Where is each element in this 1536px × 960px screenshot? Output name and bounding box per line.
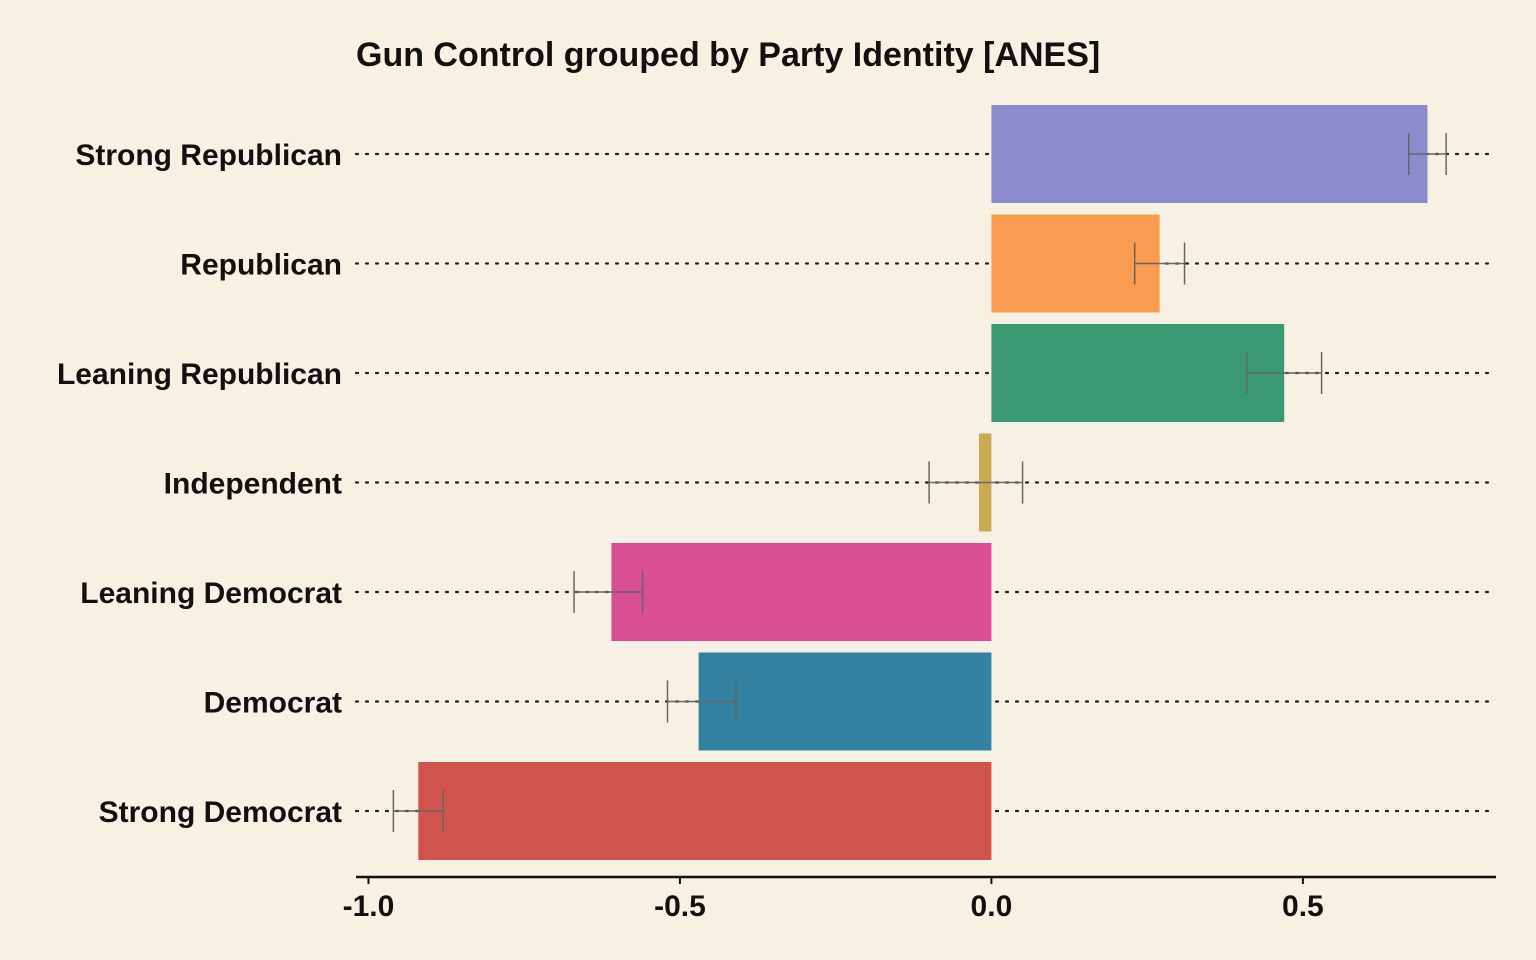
- x-tick-label: -0.5: [654, 890, 706, 923]
- category-label-democrat: Democrat: [204, 687, 342, 720]
- x-tick-label: 0.0: [971, 890, 1013, 923]
- category-label-leaning-democrat: Leaning Democrat: [80, 577, 342, 610]
- x-tick-label: -1.0: [343, 890, 395, 923]
- error-bars: [392, 133, 1447, 832]
- category-label-independent: Independent: [164, 468, 342, 501]
- category-label-leaning-republican: Leaning Republican: [57, 358, 342, 391]
- bars: [418, 105, 1428, 860]
- bar-leaning-democrat: [611, 543, 992, 641]
- chart-title: Gun Control grouped by Party Identity [A…: [356, 36, 1100, 74]
- category-label-republican: Republican: [180, 249, 342, 282]
- category-labels: Strong Republican Republican Leaning Repub…: [57, 139, 342, 829]
- bar-strong-republican: [991, 105, 1428, 203]
- category-label-strong-democrat: Strong Democrat: [99, 796, 342, 829]
- x-axis: -1.0 -0.5 0.0 0.5: [343, 875, 1496, 923]
- x-tick-label: 0.5: [1282, 890, 1324, 923]
- category-label-strong-republican: Strong Republican: [75, 139, 342, 172]
- bar-democrat: [698, 652, 992, 751]
- bar-leaning-republican: [991, 324, 1285, 422]
- bar-strong-democrat: [418, 762, 992, 860]
- bar-republican: [991, 214, 1160, 313]
